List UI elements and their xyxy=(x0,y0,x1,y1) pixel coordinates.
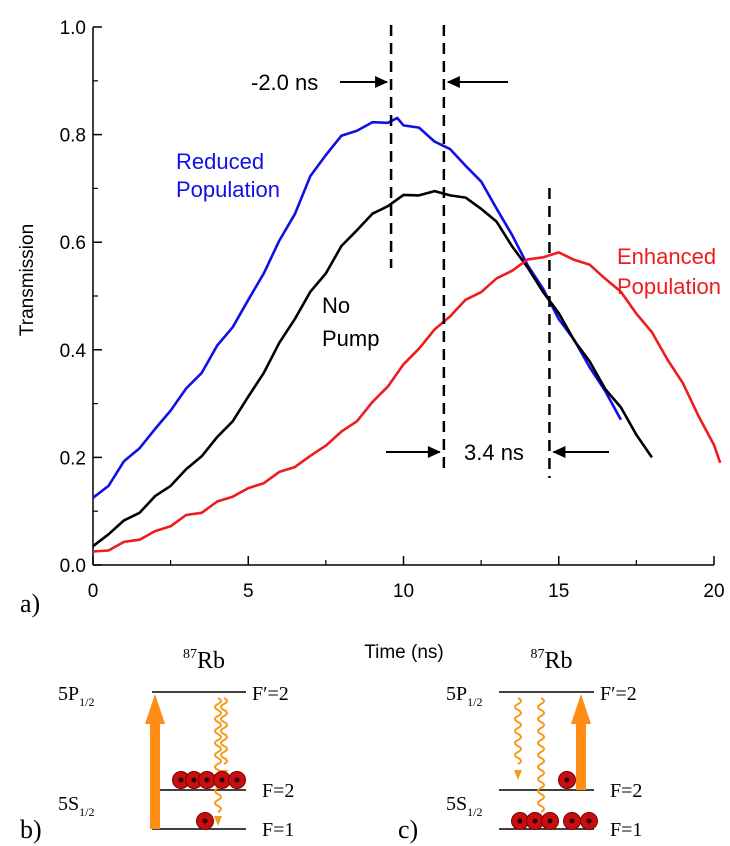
x-axis-label: Time (ns) xyxy=(364,642,444,663)
arrow-head xyxy=(446,76,460,88)
series-label-no-pump: No Pump xyxy=(322,293,379,351)
atom-core xyxy=(564,777,570,783)
level-diagram-2: 87Rb 5P1/2 5S1/2 F′=2 F=2 F=1 c) xyxy=(398,647,642,844)
pump-arrow xyxy=(150,722,160,829)
x-tick-label: 20 xyxy=(703,581,724,602)
atom-core xyxy=(547,818,553,824)
level-label-f1: F=1 xyxy=(262,819,294,841)
panel-label: b) xyxy=(20,815,42,844)
series-label-reduced: Reduced Population xyxy=(176,149,280,202)
atom-core xyxy=(234,777,240,783)
y-tick-label: 1.0 xyxy=(60,18,86,39)
atom-core xyxy=(586,818,592,824)
arrow-head xyxy=(427,446,441,458)
atom-core xyxy=(532,818,538,824)
x-tick-label: 0 xyxy=(88,581,99,602)
decay-arrow-1 xyxy=(220,697,228,765)
y-tick-label: 0.4 xyxy=(60,341,87,362)
upper-state-label: 5P1/2 xyxy=(58,683,94,709)
decay-arrow-2 xyxy=(537,697,545,813)
atom-core xyxy=(178,777,184,783)
series-line-2 xyxy=(92,251,722,553)
level-label-upper: F′=2 xyxy=(600,683,637,705)
upper-state-label: 5P1/2 xyxy=(446,683,482,709)
lower-state-label: 5S1/2 xyxy=(58,793,94,819)
atom-core xyxy=(219,777,225,783)
y-tick-label: 0.8 xyxy=(60,126,86,147)
energy-level-diagrams: 87Rb 5P1/2 5S1/2 F′=2 F=2 F=1 b) 87Rb 5P1/2 5S1/2… xyxy=(20,647,642,844)
x-tick-label: 5 xyxy=(243,581,254,602)
x-tick-label: 15 xyxy=(548,581,569,602)
atom-core xyxy=(517,818,523,824)
arrow-head xyxy=(552,446,566,458)
pump-arrow-head xyxy=(145,694,165,724)
x-tick-label: 10 xyxy=(393,581,414,602)
panel-label: c) xyxy=(398,815,418,844)
arrow-head xyxy=(375,76,389,88)
series-line-1 xyxy=(92,189,653,548)
pump-arrow-head xyxy=(571,694,591,724)
lower-state-label: 5S1/2 xyxy=(446,793,482,819)
atom-core xyxy=(569,818,575,824)
species-title: 87Rb xyxy=(183,647,225,674)
atom-core xyxy=(204,777,210,783)
level-label-f2: F=2 xyxy=(262,780,294,802)
atom-core xyxy=(202,818,208,824)
decay-arrow-2 xyxy=(214,697,222,813)
level-label-f2: F=2 xyxy=(610,780,642,802)
decay-arrow-2-head xyxy=(214,816,222,826)
y-tick-label: 0.0 xyxy=(60,556,86,577)
level-label-f1: F=1 xyxy=(610,819,642,841)
delay-label-1: -2.0 ns xyxy=(251,70,318,95)
y-tick-label: 0.2 xyxy=(60,448,86,469)
y-axis-label: Transmission xyxy=(17,224,38,336)
decay-arrow-1 xyxy=(514,697,522,765)
atom-core xyxy=(191,777,197,783)
decay-arrow-1-head xyxy=(514,770,522,780)
series-line-0 xyxy=(92,116,623,499)
panel-label-a: a) xyxy=(20,589,40,618)
series-label-enhanced: Enhanced Population xyxy=(617,244,722,299)
delay-label-2: 3.4 ns xyxy=(464,440,524,465)
y-tick-label: 0.6 xyxy=(60,233,86,254)
series-group xyxy=(92,116,722,553)
level-diagram-1: 87Rb 5P1/2 5S1/2 F′=2 F=2 F=1 b) xyxy=(20,647,294,844)
delay-markers: -2.0 ns 3.4 ns xyxy=(251,25,609,478)
level-label-upper: F′=2 xyxy=(252,683,289,705)
pump-arrow xyxy=(576,722,586,790)
species-title: 87Rb xyxy=(531,647,573,674)
transmission-chart: 0 5 10 15 20 0.0 0.2 0.4 0.6 0.8 1.0 -2.0 ns 3.4 ns… xyxy=(17,18,725,663)
axes: 0 5 10 15 20 0.0 0.2 0.4 0.6 0.8 1.0 xyxy=(60,18,725,602)
